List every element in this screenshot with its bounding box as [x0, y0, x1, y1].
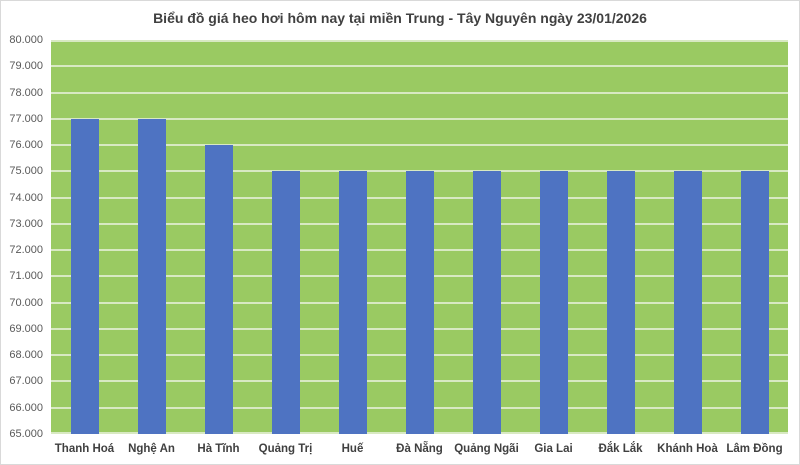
y-axis-tick-label: 78.000: [9, 86, 43, 99]
bar-1: [137, 118, 166, 434]
y-axis-tick-label: 70.000: [9, 296, 43, 309]
y-axis-tick-label: 71.000: [9, 270, 43, 283]
plot-area: [51, 40, 788, 434]
y-axis-tick-label: 69.000: [9, 322, 43, 335]
x-axis-category-label: Quảng Trị: [258, 443, 313, 455]
x-axis-category-label: Huế: [341, 443, 364, 455]
x-axis-category-label: Thanh Hoá: [54, 443, 115, 455]
bar-0: [70, 118, 99, 434]
gridline: [51, 91, 788, 94]
y-axis-tick-label: 74.000: [9, 191, 43, 204]
y-axis-tick-label: 72.000: [9, 244, 43, 257]
y-axis-tick-label: 67.000: [9, 375, 43, 388]
gridline: [51, 65, 788, 68]
gridline: [51, 117, 788, 120]
x-axis-category-label: Nghệ An: [128, 443, 175, 455]
y-axis-tick-label: 73.000: [9, 217, 43, 230]
bar-4: [338, 171, 367, 434]
x-axis-category-label: Khánh Hoà: [657, 443, 718, 455]
bar-5: [405, 171, 434, 434]
x-axis-category-label: Gia Lai: [534, 443, 573, 455]
gridline: [51, 144, 788, 147]
gridline: [51, 170, 788, 173]
x-axis-category-label: Đắk Lắk: [598, 443, 643, 455]
x-axis-category-label: Đà Nẵng: [396, 443, 443, 455]
bar-7: [539, 171, 568, 434]
bar-8: [606, 171, 635, 434]
bar-10: [740, 171, 769, 434]
y-axis-tick-label: 75.000: [9, 165, 43, 178]
y-axis-tick-label: 68.000: [9, 349, 43, 362]
y-axis-tick-label: 79.000: [9, 60, 43, 73]
chart-title: Biểu đồ giá heo hơi hôm nay tại miền Tru…: [153, 10, 647, 26]
y-axis-tick-label: 80.000: [9, 34, 43, 46]
x-axis-category-label: Hà Tĩnh: [197, 443, 240, 455]
bar-6: [472, 171, 501, 434]
y-axis-tick-label: 66.000: [9, 401, 43, 414]
bar-9: [673, 171, 702, 434]
x-axis-category-label: Lâm Đồng: [726, 443, 783, 455]
y-axis-tick-label: 65.000: [9, 428, 43, 440]
x-axis-category-label: Quảng Ngãi: [454, 443, 519, 455]
y-axis-tick-label: 76.000: [9, 139, 43, 152]
gridline: [51, 40, 788, 42]
bar-2: [204, 145, 233, 434]
y-axis-tick-label: 77.000: [9, 112, 43, 125]
bar-3: [271, 171, 300, 434]
